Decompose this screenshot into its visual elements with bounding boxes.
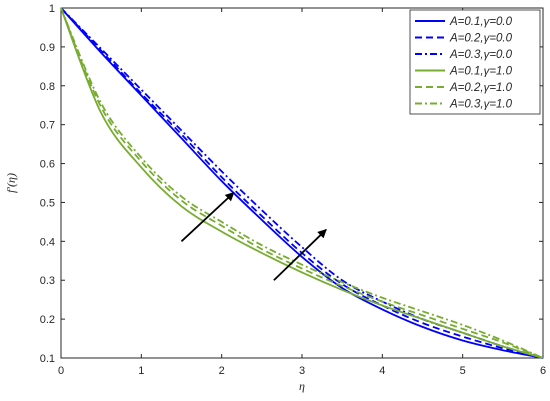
- y-tick-label: 1: [49, 3, 55, 15]
- y-tick-label: 0.2: [40, 314, 55, 326]
- series-line: [60, 7, 544, 359]
- y-tick-label: 0.9: [40, 42, 55, 54]
- legend-label: A=0.1,γ=1.0: [449, 66, 513, 78]
- x-tick-label: 1: [138, 365, 144, 377]
- x-axis-label: η: [299, 379, 305, 393]
- y-tick-label: 0.5: [40, 197, 55, 209]
- x-tick-label: 3: [299, 365, 305, 377]
- y-tick-label: 0.1: [40, 353, 55, 365]
- series-line: [60, 7, 544, 359]
- annotation-arrow: [273, 228, 327, 281]
- x-tick-label: 4: [379, 365, 385, 377]
- annotations: [180, 192, 327, 281]
- y-tick-label: 0.7: [40, 120, 55, 132]
- x-axis: 0 1 2 3 4 5 6: [58, 8, 546, 377]
- y-axis: 0.1 0.2 0.3 0.4 0.5 0.6 0.7 0.8 0.9 1: [40, 3, 543, 365]
- x-tick-label: 6: [540, 365, 546, 377]
- y-tick-label: 0.4: [40, 236, 55, 248]
- legend-box: [409, 9, 541, 115]
- legend-label: A=0.1,γ=0.0: [449, 16, 513, 28]
- legend: A=0.1,γ=0.0 A=0.2,γ=0.0 A=0.3,γ=0.0 A=0.1,γ…: [409, 9, 541, 115]
- x-tick-label: 0: [58, 365, 64, 377]
- y-tick-label: 0.8: [40, 81, 55, 93]
- x-tick-label: 5: [460, 365, 466, 377]
- y-tick-label: 0.3: [40, 275, 55, 287]
- annotation-arrow: [180, 192, 235, 242]
- legend-label: A=0.3,γ=1.0: [449, 99, 513, 111]
- y-tick-label: 0.6: [40, 159, 55, 171]
- y-axis-label: f′(η): [4, 173, 18, 193]
- series-line: [60, 7, 544, 359]
- legend-label: A=0.2,γ=0.0: [449, 33, 513, 45]
- series-line: [60, 7, 544, 359]
- legend-label: A=0.2,γ=1.0: [449, 82, 513, 94]
- x-tick-label: 2: [219, 365, 225, 377]
- legend-label: A=0.3,γ=0.0: [449, 49, 513, 61]
